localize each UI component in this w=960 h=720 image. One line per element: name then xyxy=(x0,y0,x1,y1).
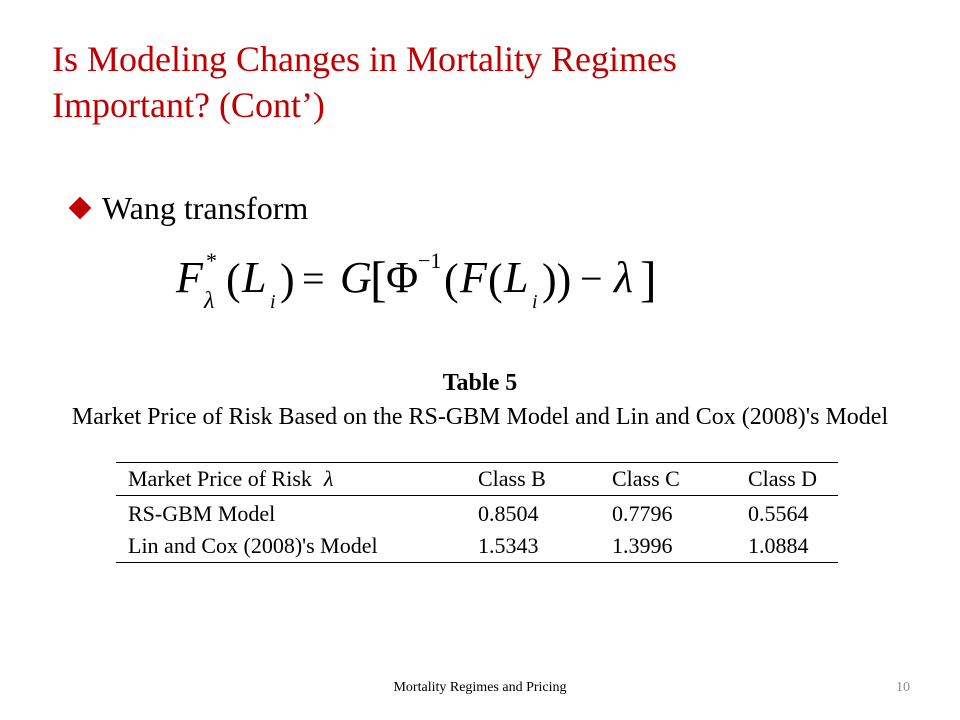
formula-open-paren-3: ( xyxy=(488,255,503,304)
cell-class-c: 1.3996 xyxy=(612,533,673,558)
formula-F-2: F xyxy=(459,253,488,302)
table-number: Table 5 xyxy=(442,370,518,396)
formula-open-bracket: [ xyxy=(370,251,387,307)
formula-L: L xyxy=(241,253,266,302)
formula-open-paren: ( xyxy=(226,255,241,304)
formula-close-bracket: ] xyxy=(640,251,657,307)
cell-class-d: 0.5564 xyxy=(748,501,809,526)
formula-Phi: Φ xyxy=(386,253,418,302)
row-label: Lin and Cox (2008)'s Model xyxy=(128,533,378,558)
market-price-of-risk-table: Market Price of Risk λ Class B Class C Cl… xyxy=(116,462,838,563)
footer-text: Mortality Regimes and Pricing xyxy=(393,680,567,695)
slide-title: Is Modeling Changes in Mortality Regimes… xyxy=(52,36,912,128)
formula-L-2: L xyxy=(503,253,528,302)
table-row: RS-GBM Model 0.8504 0.7796 0.5564 xyxy=(116,496,838,531)
formula-equals: = xyxy=(302,256,325,301)
header-class-b: Class B xyxy=(478,466,546,491)
formula-star: * xyxy=(206,248,217,273)
header-class-d: Class D xyxy=(748,466,818,491)
formula-minus: − xyxy=(580,256,603,301)
formula-i-sub-2: i xyxy=(532,291,538,313)
formula-close-paren-2: )) xyxy=(542,255,571,304)
formula-close-paren: ) xyxy=(280,255,295,304)
diamond-bullet-icon xyxy=(68,196,92,220)
table-caption: Market Price of Risk Based on the RS-GBM… xyxy=(71,404,889,430)
formula-i-sub: i xyxy=(270,291,276,313)
title-line-1: Is Modeling Changes in Mortality Regimes xyxy=(52,39,677,79)
header-lambda: λ xyxy=(323,466,334,491)
cell-class-b: 1.5343 xyxy=(478,533,539,558)
formula-F: F xyxy=(175,253,204,302)
cell-class-b: 0.8504 xyxy=(478,501,539,526)
header-class-c: Class C xyxy=(612,466,680,491)
formula-lambda: λ xyxy=(612,253,633,302)
title-line-2: Important? (Cont’) xyxy=(52,85,325,125)
wang-transform-formula: F * λ ( L i ) = G [ Φ −1 ( F ( L i )) − … xyxy=(170,248,690,324)
table-row: Lin and Cox (2008)'s Model 1.5343 1.3996… xyxy=(116,530,838,563)
formula-G: G xyxy=(340,253,372,302)
page-number: 10 xyxy=(896,680,910,695)
bullet-item: Wang transform xyxy=(64,188,308,228)
cell-class-c: 0.7796 xyxy=(612,501,673,526)
header-label-cell: Market Price of Risk λ xyxy=(116,463,466,496)
cell-class-d: 1.0884 xyxy=(748,533,809,558)
header-label: Market Price of Risk xyxy=(128,466,312,491)
row-label: RS-GBM Model xyxy=(128,501,276,526)
formula-lambda-sub: λ xyxy=(203,288,214,314)
table-header-row: Market Price of Risk λ Class B Class C Cl… xyxy=(116,462,838,496)
formula-open-paren-2: ( xyxy=(444,255,459,304)
bullet-text: Wang transform xyxy=(102,190,309,226)
formula-inverse-sup: −1 xyxy=(418,248,441,273)
